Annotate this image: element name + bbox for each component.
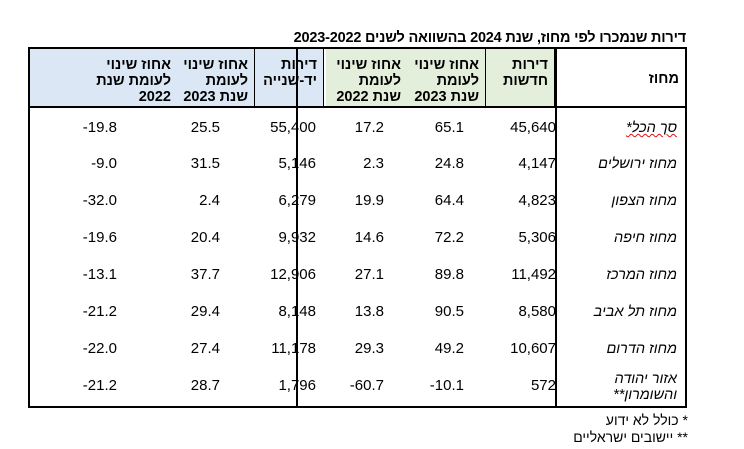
used-pct-2022: -19.8: [82, 119, 117, 136]
new-pct-2022: 19.9: [354, 192, 384, 209]
new-pct-2023: 89.8: [434, 266, 464, 283]
district-name: אזור יהודה והשומרון**: [613, 371, 677, 403]
used-apartments: 9,932: [278, 229, 316, 246]
new-pct-2023: 24.8: [434, 155, 464, 172]
new-pct-2023: -10.1: [429, 377, 464, 394]
district-label: סך הכל*: [626, 120, 677, 136]
new-pct-2022: -60.7: [349, 377, 384, 394]
new-pct-2022: 2.3: [363, 155, 384, 172]
table-row: מחוז הדרום 10,607 49.2 29.3 11,178 27.4 …: [30, 331, 685, 367]
used-pct-2023: 20.4: [190, 229, 220, 246]
district-name: מחוז הצפון: [611, 193, 677, 209]
district-name: מחוז חיפה: [613, 230, 677, 246]
new-apartments: 572: [530, 377, 556, 394]
separator-district: [555, 49, 557, 406]
used-apartments: 11,178: [271, 340, 316, 357]
header-new-apartments: דירות חדשות: [486, 49, 555, 106]
used-pct-2023: 37.7: [190, 266, 220, 283]
district-name: סך הכל*: [559, 110, 677, 146]
header-new-pct-2023: אחוז שינוי לעומת שנת 2023: [407, 49, 486, 106]
used-pct-2022: -19.6: [82, 229, 117, 246]
new-pct-2023: 72.2: [434, 229, 464, 246]
table-row: סך הכל* 45,640 65.1 17.2 55,400 25.5 -19…: [30, 110, 685, 146]
new-pct-2022: 14.6: [354, 229, 384, 246]
used-pct-2022: -21.2: [82, 303, 117, 320]
used-pct-2023: 25.5: [190, 119, 220, 136]
new-apartments: 11,492: [511, 266, 556, 283]
used-pct-2023: 27.4: [190, 340, 220, 357]
footnote-unknown: * כולל לא ידוע: [605, 412, 688, 428]
header-used-apartments: דירות יד-שנייה: [255, 49, 324, 106]
used-pct-2022: -32.0: [82, 192, 117, 209]
used-pct-2022: -13.1: [82, 266, 117, 283]
used-pct-2023: 2.4: [199, 192, 220, 209]
footnote-israeli-settlements: ** יישובים ישראליים: [573, 429, 688, 445]
used-pct-2023: 29.4: [190, 303, 220, 320]
used-pct-2023: 31.5: [190, 155, 220, 172]
district-name: מחוז ירושלים: [598, 156, 677, 172]
table-row: מחוז המרכז 11,492 89.8 27.1 12,906 37.7 …: [30, 257, 685, 293]
used-apartments: 6,279: [278, 192, 316, 209]
data-table: מחוז דירות חדשות אחוז שינוי לעומת שנת 20…: [28, 47, 687, 408]
used-pct-2023: 28.7: [190, 377, 220, 394]
used-pct-2022: -21.2: [82, 377, 117, 394]
header-new-pct-2022: אחוז שינוי לעומת שנת 2022: [326, 49, 407, 106]
table-row: מחוז תל אביב 8,580 90.5 13.8 8,148 29.4 …: [30, 294, 685, 330]
new-pct-2023: 90.5: [434, 303, 464, 320]
district-name: מחוז הדרום: [606, 341, 677, 357]
district-name: מחוז תל אביב: [593, 304, 677, 320]
new-apartments: 4,147: [518, 155, 556, 172]
table-row: מחוז הצפון 4,823 64.4 19.9 6,279 2.4 -32…: [30, 183, 685, 219]
header-district: מחוז: [648, 71, 679, 87]
new-apartments: 10,607: [510, 340, 556, 357]
new-apartments: 4,823: [518, 192, 556, 209]
new-apartments: 45,640: [510, 119, 556, 136]
district-name: מחוז המרכז: [606, 267, 677, 283]
used-apartments: 55,400: [270, 119, 316, 136]
used-apartments: 8,148: [278, 303, 316, 320]
header-used-pct-2022-text: אחוז שינוי לעומת שנת 2022: [96, 57, 171, 105]
separator-groups: [296, 49, 298, 406]
used-apartments: 12,906: [270, 266, 316, 283]
used-apartments: 1,796: [278, 377, 316, 394]
new-pct-2023: 49.2: [434, 340, 464, 357]
new-pct-2022: 29.3: [354, 340, 384, 357]
header-used-pct-2022: אחוז שינוי לעומת שנת 2022: [30, 49, 177, 106]
used-pct-2022: -9.0: [91, 155, 117, 172]
new-pct-2022: 17.2: [354, 119, 384, 136]
table-row: מחוז חיפה 5,306 72.2 14.6 9,932 20.4 -19…: [30, 220, 685, 256]
new-pct-2022: 27.1: [354, 266, 384, 283]
new-apartments: 5,306: [518, 229, 556, 246]
new-pct-2023: 64.4: [434, 192, 464, 209]
new-pct-2022: 13.8: [354, 303, 384, 320]
table-header: מחוז דירות חדשות אחוז שינוי לעומת שנת 20…: [30, 49, 685, 108]
new-pct-2023: 65.1: [434, 119, 464, 136]
table-title: דירות שנמכרו לפי מחוז, שנת 2024 בהשוואה …: [293, 30, 687, 46]
new-apartments: 8,580: [518, 303, 556, 320]
table-row: מחוז ירושלים 4,147 24.8 2.3 5,146 31.5 -…: [30, 146, 685, 182]
header-used-pct-2023: אחוז שינוי לעומת שנת 2023: [177, 49, 255, 106]
table-row: אזור יהודה והשומרון** 572 -10.1 -60.7 1,…: [30, 368, 685, 404]
used-pct-2022: -22.0: [82, 340, 117, 357]
used-apartments: 5,146: [278, 155, 316, 172]
